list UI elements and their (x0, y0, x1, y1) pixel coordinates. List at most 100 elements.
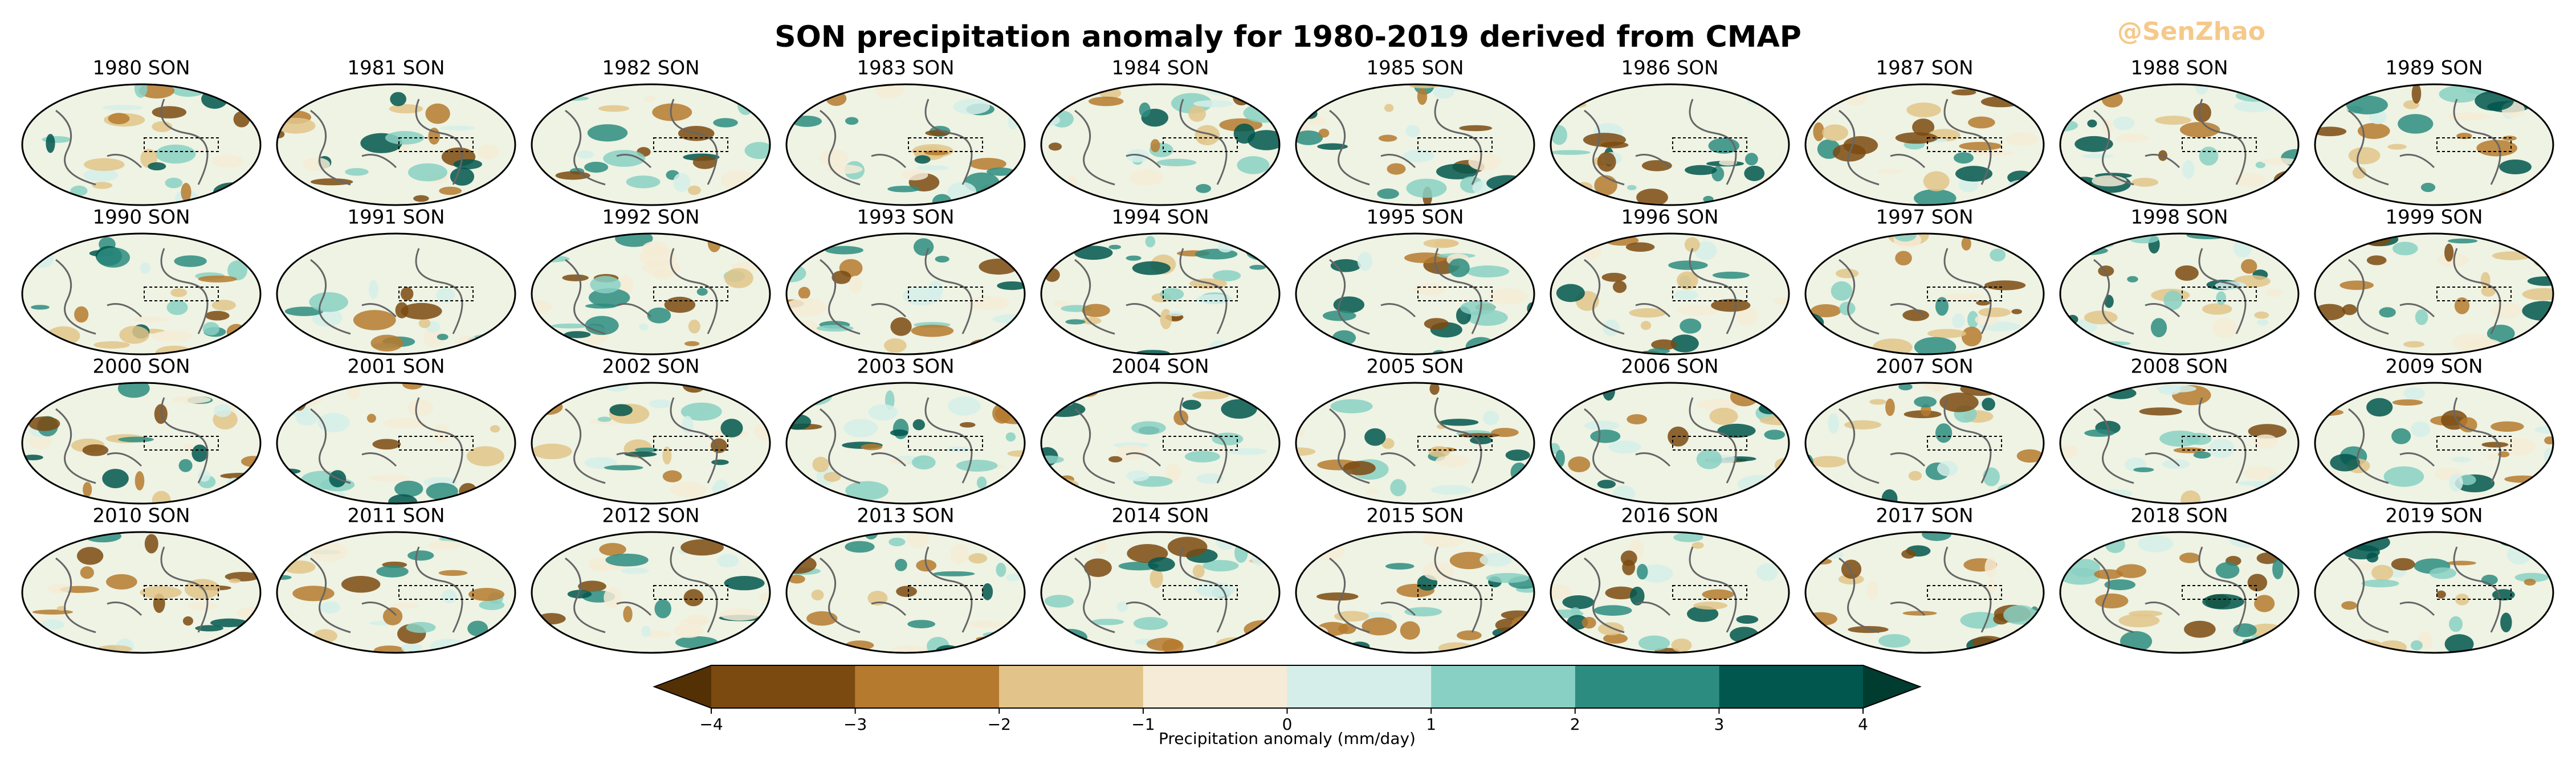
map-anomaly (74, 306, 89, 323)
map-anomaly (303, 91, 316, 97)
panel-title: 1999 SON (2385, 206, 2483, 229)
map-anomaly (1493, 492, 1509, 503)
map-anomaly (376, 565, 409, 578)
map-anomaly (1108, 456, 1123, 463)
map-anomaly (1433, 86, 1454, 99)
panel-title: 1989 SON (2385, 57, 2483, 80)
map-border (531, 531, 771, 654)
map-anomaly (2233, 173, 2267, 187)
map-anomaly (2256, 319, 2269, 326)
map (2060, 234, 2298, 354)
map-anomaly (496, 175, 513, 184)
map-anomaly (2162, 459, 2190, 469)
map-anomaly (2341, 601, 2357, 610)
map-anomaly (2202, 594, 2244, 610)
map-anomaly (438, 570, 468, 576)
map-anomaly (1435, 455, 1469, 468)
map-anomaly (1005, 432, 1016, 442)
map-anomaly (181, 182, 191, 202)
map-anomaly (1424, 318, 1449, 330)
map-anomaly (372, 439, 401, 450)
panel-title: 2011 SON (347, 505, 445, 527)
map-anomaly (537, 613, 566, 625)
map-anomaly (1126, 149, 1150, 163)
map (22, 84, 260, 205)
map-anomaly (1131, 421, 1166, 435)
coastline (1074, 546, 1228, 633)
map-anomaly (968, 339, 1000, 354)
map (277, 532, 515, 653)
map-anomaly (1601, 272, 1627, 282)
map-anomaly (93, 341, 131, 349)
colorbar-under (654, 665, 711, 708)
map-anomaly (1417, 88, 1428, 105)
map-anomaly (1129, 169, 1164, 186)
map-anomaly (1197, 137, 1207, 144)
map-anomaly (1685, 165, 1717, 175)
tick-label: 3 (1714, 715, 1724, 734)
map-anomaly (2074, 383, 2105, 398)
map-anomaly (1576, 532, 1609, 541)
map-anomaly (1620, 550, 1637, 566)
map-anomaly (2315, 304, 2346, 321)
map-anomaly (2182, 160, 2195, 179)
map-anomaly (588, 288, 630, 307)
map-anomaly (1302, 108, 1318, 119)
map-anomaly (2131, 178, 2159, 187)
map-anomaly (1584, 420, 1620, 431)
map-anomaly (1249, 493, 1262, 504)
map-anomaly (634, 447, 658, 453)
map-anomaly (1192, 565, 1205, 578)
map-anomaly (70, 185, 88, 197)
map-anomaly (1767, 234, 1778, 241)
map-anomaly (1041, 494, 1058, 504)
map-anomaly (170, 288, 188, 297)
map-anomaly (1932, 385, 1945, 394)
map-anomaly (2086, 346, 2112, 353)
coastline (2093, 248, 2247, 335)
map-anomaly (2315, 126, 2347, 137)
map-anomaly (1876, 169, 1903, 174)
map-anomaly (2261, 158, 2298, 165)
nino-box (2182, 585, 2257, 600)
map-anomaly (551, 323, 589, 329)
map-anomaly (1041, 113, 1061, 127)
map-anomaly (861, 444, 883, 451)
map-anomaly (786, 237, 812, 249)
map-anomaly (1779, 104, 1789, 113)
panel-title: 1993 SON (857, 206, 954, 229)
map-anomaly (1844, 88, 1868, 105)
map-anomaly (285, 537, 296, 551)
map-anomaly (1182, 399, 1201, 410)
map-anomaly (1221, 399, 1257, 419)
map-anomaly (892, 419, 909, 439)
nino-box (1927, 585, 2002, 600)
map-anomaly (1605, 586, 1637, 600)
nino-box (398, 287, 474, 301)
map-anomaly (497, 328, 508, 336)
map-anomaly (1505, 383, 1522, 389)
map-anomaly (2193, 103, 2211, 122)
coastline (820, 99, 973, 186)
map-anomaly (1377, 188, 1399, 199)
map-anomaly (1343, 461, 1376, 476)
map-anomaly (1835, 268, 1859, 279)
map-anomaly (1017, 84, 1025, 94)
map-anomaly (1192, 391, 1229, 400)
map-anomaly (538, 638, 568, 653)
map-anomaly (428, 541, 460, 550)
map-anomaly (2361, 579, 2399, 588)
map-anomaly (2281, 492, 2298, 504)
map-anomaly (950, 544, 969, 565)
map-anomaly (1942, 293, 1983, 300)
map-anomaly (227, 260, 247, 281)
coastline (1074, 99, 1228, 186)
map-background (1551, 84, 1789, 205)
map-anomaly (1248, 130, 1279, 150)
map-border (2314, 83, 2554, 206)
map-anomaly (982, 583, 993, 600)
map-anomaly (816, 325, 854, 332)
map-anomaly (1833, 386, 1860, 394)
map-anomaly (212, 154, 243, 167)
map-anomaly (2491, 302, 2522, 319)
